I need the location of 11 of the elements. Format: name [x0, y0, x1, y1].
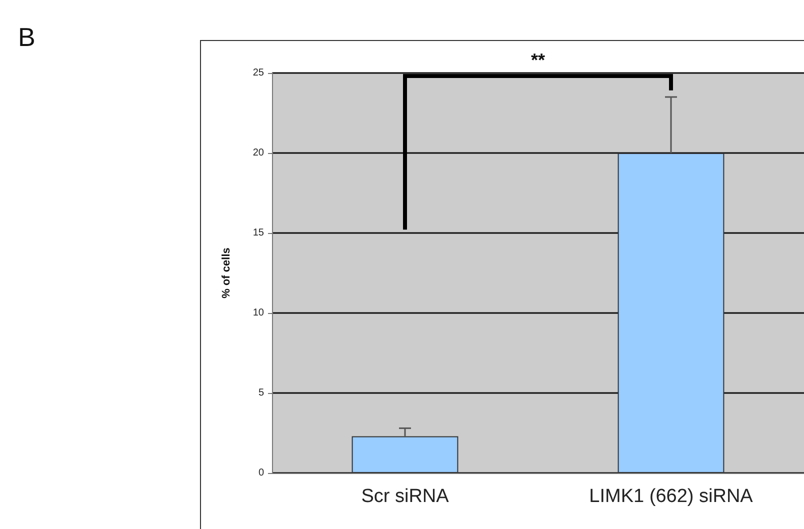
y-tick-label: 10 [252, 308, 264, 318]
y-tick-label: 25 [252, 68, 264, 78]
y-axis-title: % of cells [220, 248, 232, 298]
y-tick-label: 15 [252, 228, 264, 238]
x-tick-label: Scr siRNA [361, 486, 450, 507]
x-tick-label: LIMK1 (662) siRNA [589, 486, 754, 507]
y-tick-label: 5 [258, 388, 264, 398]
text: B [18, 22, 36, 53]
y-tick-label: 20 [252, 148, 264, 158]
text: ** [530, 50, 546, 72]
y-tick-label: 0 [258, 468, 264, 478]
